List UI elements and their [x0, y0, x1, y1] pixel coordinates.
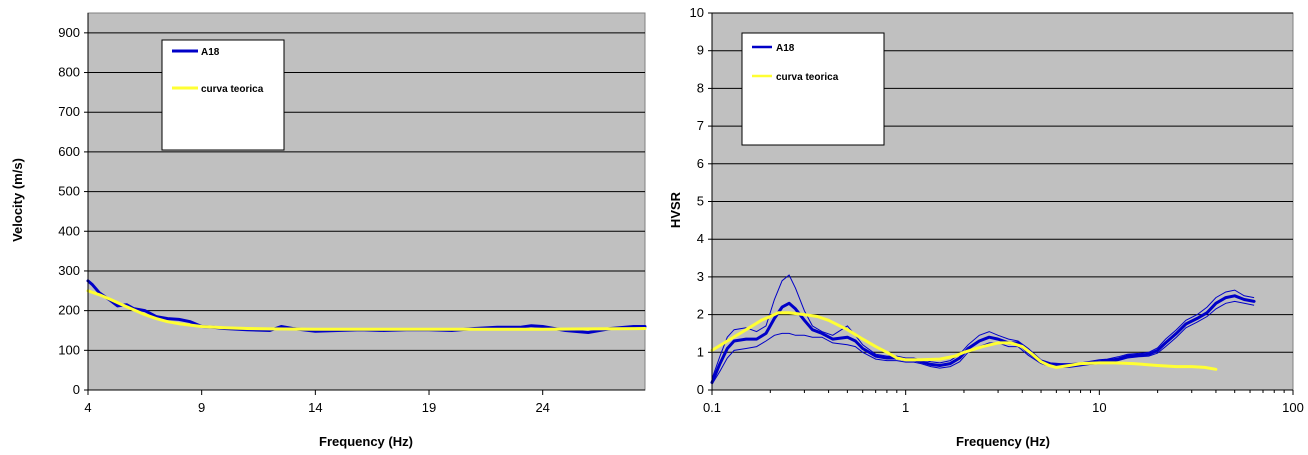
velocity-x-axis-title: Frequency (Hz)	[319, 434, 413, 449]
hvsr-y-tick-label-3: 3	[697, 269, 704, 284]
hvsr-series-a18-upper	[711, 274, 1255, 379]
hvsr-x-tick-label-100: 100	[1282, 400, 1304, 415]
velocity-y-tick-label-0: 0	[73, 382, 80, 397]
hvsr-x-axis-title: Frequency (Hz)	[956, 434, 1050, 449]
hvsr-y-tick-label-1: 1	[697, 344, 704, 359]
hvsr-legend: A18 curva teorica	[741, 32, 885, 146]
hvsr-legend-label-a18: A18	[776, 43, 795, 54]
hvsr-y-tick-label-4: 4	[697, 231, 704, 246]
velocity-y-tick-label-200: 200	[58, 303, 80, 318]
velocity-x-tick-label-4: 4	[84, 400, 91, 415]
hvsr-x-tick-label-0-1: 0.1	[703, 400, 721, 415]
hvsr-y-tick-label-0: 0	[697, 382, 704, 397]
velocity-x-ticks: 4 9 14 19 24	[84, 389, 645, 415]
hvsr-x-ticks: 0.1 1 10 100	[703, 389, 1304, 415]
velocity-y-tick-label-800: 800	[58, 65, 80, 80]
hvsr-y-tick-label-7: 7	[697, 118, 704, 133]
velocity-y-axis-title: Velocity (m/s)	[10, 158, 25, 242]
hvsr-chart: 0 1 2 3 4 5 6 7 8 9 10 0.1 1 10 100 Frequency (Hz) HV…	[668, 5, 1304, 449]
velocity-y-tick-label-900: 900	[58, 25, 80, 40]
hvsr-y-tick-label-8: 8	[697, 80, 704, 95]
hvsr-y-tick-label-9: 9	[697, 43, 704, 58]
hvsr-y-ticks: 0 1 2 3 4 5 6 7 8 9 10	[690, 5, 713, 397]
velocity-y-ticks: 0 100 200 300 400 500 600 700 800 900	[58, 13, 89, 397]
velocity-y-tick-label-700: 700	[58, 104, 80, 119]
velocity-y-tick-label-600: 600	[58, 144, 80, 159]
hvsr-y-tick-label-6: 6	[697, 156, 704, 171]
velocity-x-tick-label-19: 19	[422, 400, 436, 415]
hvsr-y-tick-label-10: 10	[690, 5, 704, 20]
velocity-series-group	[86, 279, 647, 334]
hvsr-x-tick-label-1: 1	[902, 400, 909, 415]
velocity-legend-box	[161, 39, 285, 151]
velocity-y-tick-label-500: 500	[58, 184, 80, 199]
velocity-legend: A18 curva teorica	[161, 39, 285, 151]
hvsr-x-tick-label-10: 10	[1092, 400, 1106, 415]
velocity-legend-label-a18: A18	[201, 47, 220, 58]
velocity-y-tick-label-100: 100	[58, 342, 80, 357]
velocity-legend-label-curva-teorica: curva teorica	[201, 84, 264, 95]
velocity-x-tick-label-24: 24	[535, 400, 549, 415]
velocity-x-tick-label-14: 14	[308, 400, 322, 415]
hvsr-series-a18	[710, 294, 1256, 384]
hvsr-legend-box	[741, 32, 885, 146]
velocity-x-tick-label-9: 9	[198, 400, 205, 415]
hvsr-y-tick-label-5: 5	[697, 194, 704, 209]
hvsr-legend-label-curva-teorica: curva teorica	[776, 72, 839, 83]
velocity-chart: 0 100 200 300 400 500 600 700 800 900 4 9 14 19 24 Fr…	[10, 12, 647, 449]
velocity-y-tick-label-400: 400	[58, 223, 80, 238]
hvsr-y-tick-label-2: 2	[697, 307, 704, 322]
hvsr-y-axis-title: HVSR	[668, 191, 683, 228]
velocity-y-tick-label-300: 300	[58, 263, 80, 278]
hvsr-series-curva-teorica	[710, 311, 1218, 371]
hvsr-series-group	[710, 294, 1256, 384]
velocity-series-curva-teorica	[86, 289, 647, 331]
velocity-gridlines	[88, 32, 645, 351]
